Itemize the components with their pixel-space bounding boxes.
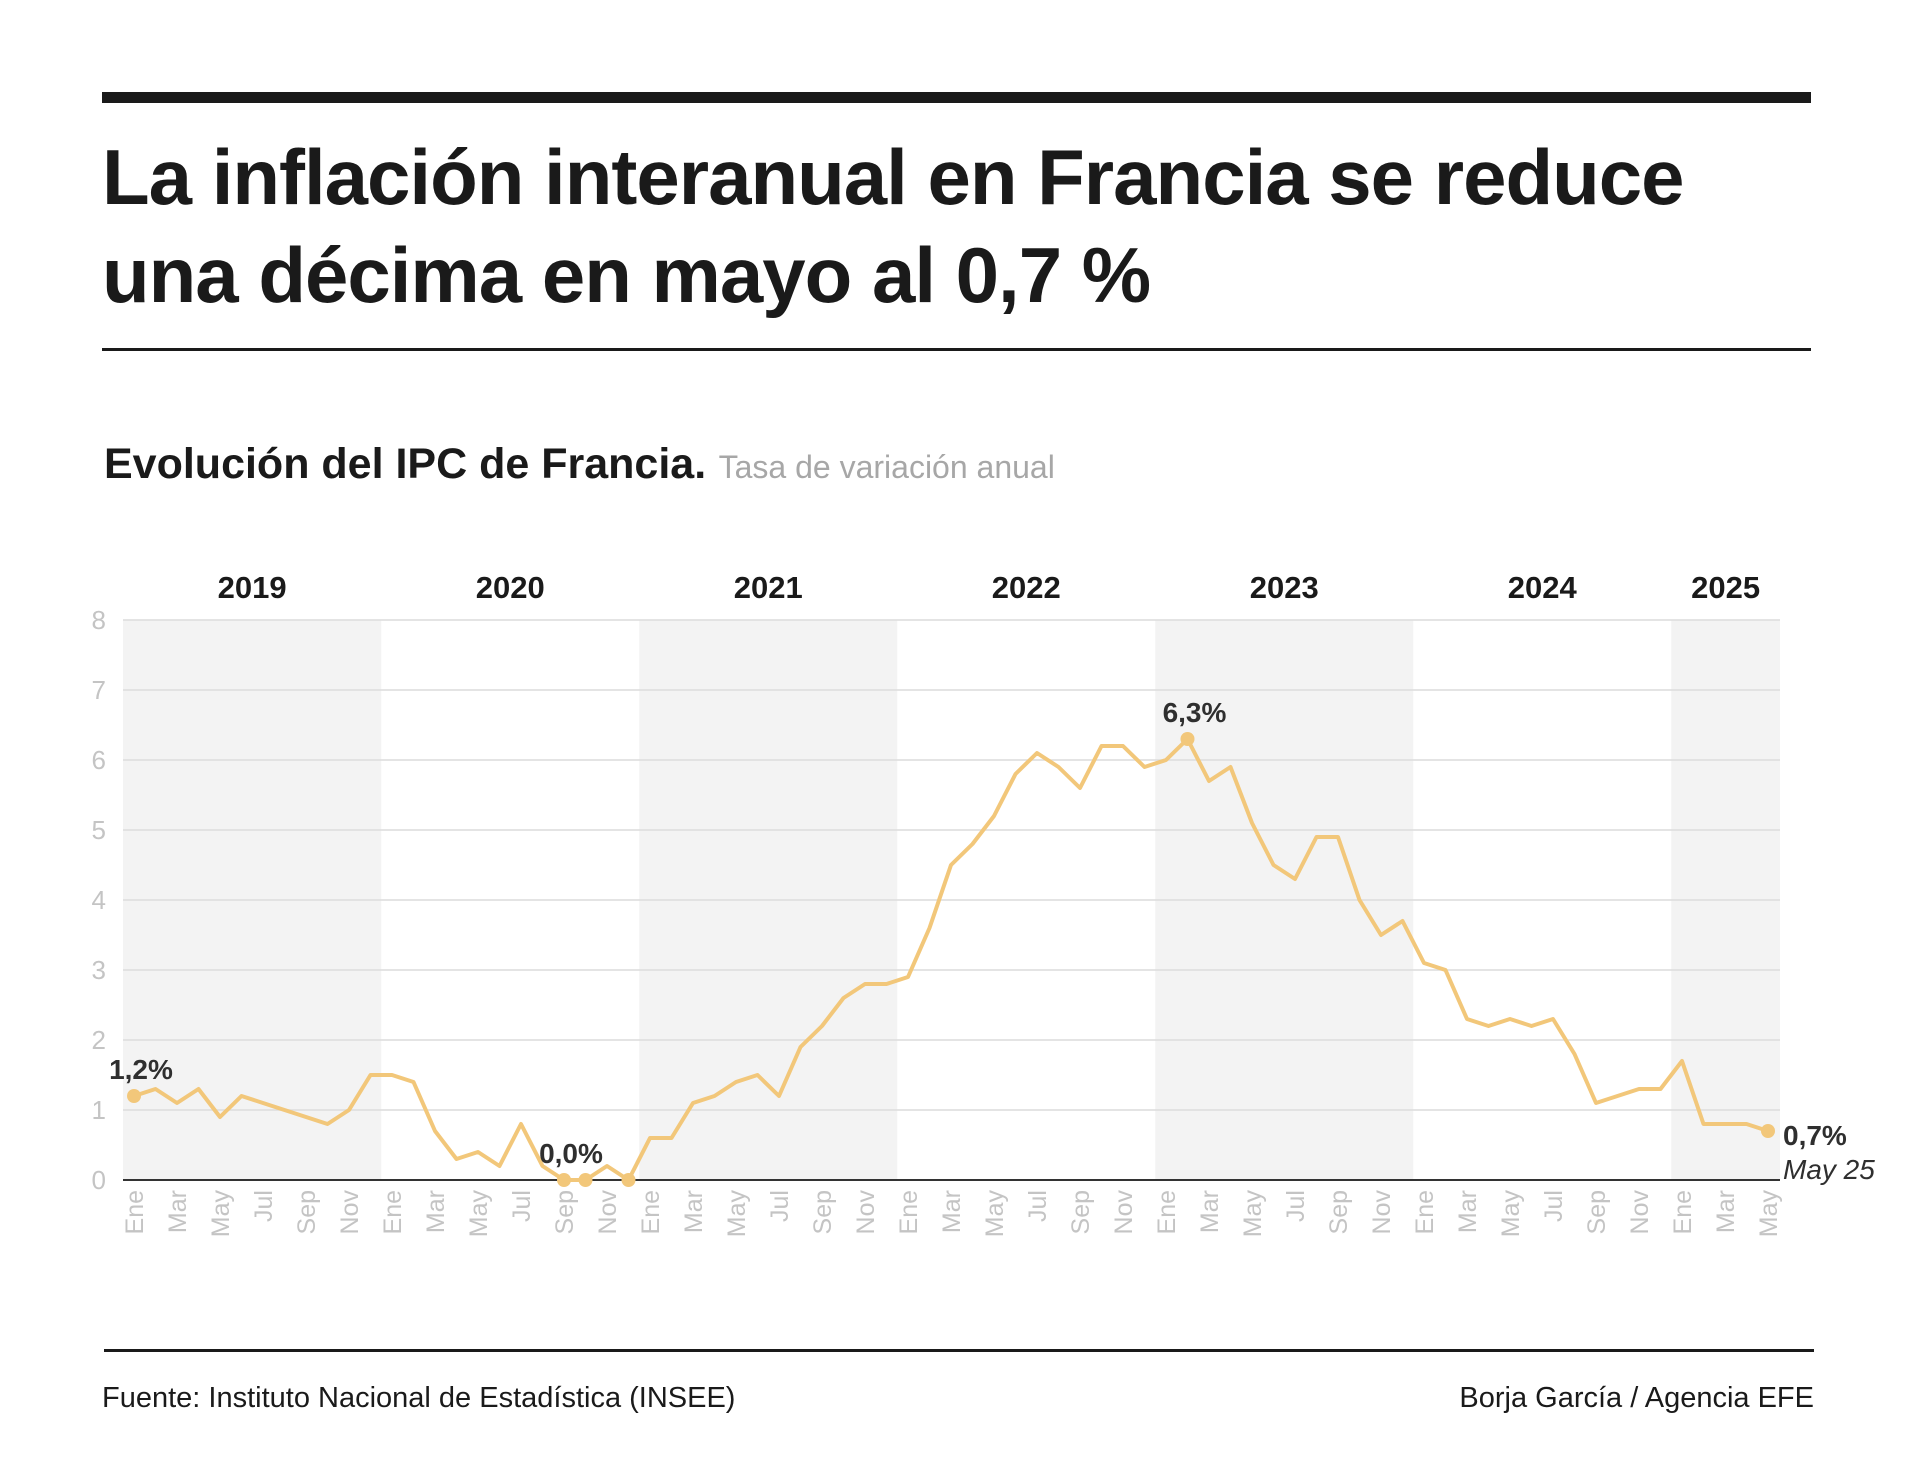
month-label: Nov	[1368, 1190, 1396, 1235]
y-tick-label: 5	[92, 815, 106, 845]
data-label: 1,2%	[109, 1054, 173, 1085]
month-label: Mar	[422, 1190, 450, 1233]
month-label: Mar	[680, 1190, 708, 1233]
y-tick-label: 4	[92, 885, 106, 915]
month-label: Sep	[551, 1190, 579, 1234]
data-label: 0,7%	[1783, 1120, 1847, 1151]
month-label: May	[1755, 1190, 1783, 1238]
y-tick-label: 3	[92, 955, 106, 985]
month-labels: Ene Mar May Jul Sep Nov Ene Mar May Jul Sep Nov Ene M…	[121, 1190, 1783, 1238]
top-rule	[102, 92, 1811, 103]
month-label: Sep	[1067, 1190, 1095, 1234]
data-point-marker	[1180, 732, 1195, 746]
year-label-2021: 2021	[734, 570, 803, 605]
data-sublabel: May 25	[1783, 1154, 1875, 1185]
month-label: Mar	[1712, 1190, 1740, 1233]
month-label: Sep	[809, 1190, 837, 1234]
data-point-marker	[578, 1173, 593, 1187]
data-point-marker	[557, 1173, 571, 1187]
year-label-2024: 2024	[1508, 570, 1578, 605]
month-label: May	[1497, 1190, 1525, 1238]
year-label-2023: 2023	[1250, 570, 1319, 605]
month-label: Jul	[1282, 1190, 1310, 1222]
month-label: May	[465, 1190, 493, 1238]
y-tick-label: 2	[92, 1025, 106, 1055]
data-point-marker	[127, 1089, 141, 1103]
month-label: Nov	[852, 1190, 880, 1235]
month-label: Mar	[1454, 1190, 1482, 1233]
y-axis-ticks: 0 1 2 3 4 5 6 7 8	[92, 605, 106, 1195]
month-label: Mar	[164, 1190, 192, 1233]
month-label: Nov	[1626, 1190, 1654, 1235]
page-title: La inflación interanual en Francia se re…	[102, 133, 1685, 319]
year-label-2020: 2020	[476, 570, 545, 605]
cpi-line-chart: 0 1 2 3 4 5 6 7 8 2019 2020 2021 2022 2023 2024 2025 E…	[92, 570, 1876, 1238]
month-label: Mar	[938, 1190, 966, 1233]
month-label: Ene	[1411, 1190, 1439, 1234]
y-tick-label: 7	[92, 675, 106, 705]
month-label: Mar	[1196, 1190, 1224, 1233]
month-label: Sep	[293, 1190, 321, 1234]
month-label: May	[1239, 1190, 1267, 1238]
month-label: Ene	[1669, 1190, 1697, 1234]
month-label: Jul	[766, 1190, 794, 1222]
credit-note: Borja García / Agencia EFE	[1459, 1382, 1814, 1414]
month-label: Nov	[336, 1190, 364, 1235]
month-label: Sep	[1583, 1190, 1611, 1234]
month-label: Jul	[508, 1190, 536, 1222]
month-label: Jul	[1540, 1190, 1568, 1222]
chart-title: Evolución del IPC de Francia.	[104, 440, 707, 488]
month-label: Ene	[637, 1190, 665, 1234]
month-label: Jul	[250, 1190, 278, 1222]
chart-subtitle: Evolución del IPC de Francia. Tasa de va…	[104, 440, 1055, 489]
month-label: Ene	[379, 1190, 407, 1234]
gridlines	[123, 619, 1780, 1111]
point-markers	[127, 732, 1775, 1187]
y-tick-label: 8	[92, 605, 106, 635]
data-label: 0,0%	[539, 1138, 603, 1169]
data-point-marker	[1761, 1124, 1775, 1138]
y-tick-label: 0	[92, 1165, 106, 1195]
year-label-2022: 2022	[992, 570, 1061, 605]
month-label: Jul	[1024, 1190, 1052, 1222]
y-tick-label: 6	[92, 745, 106, 775]
month-label: Ene	[1153, 1190, 1181, 1234]
source-note: Fuente: Instituto Nacional de Estadístic…	[102, 1382, 736, 1414]
chart-unit-label: Tasa de variación anual	[718, 449, 1055, 485]
month-label: May	[207, 1190, 235, 1238]
month-label: Sep	[1325, 1190, 1353, 1234]
data-label: 6,3%	[1163, 697, 1227, 728]
series-line-ipc	[133, 737, 1769, 1182]
data-point-marker	[621, 1173, 636, 1187]
month-label: May	[723, 1190, 751, 1238]
month-label: Nov	[594, 1190, 622, 1235]
data-annotations: 1,2% 0,0% 6,3% 0,7%May 25	[109, 697, 1875, 1185]
month-label: May	[981, 1190, 1009, 1238]
year-labels: 2019 2020 2021 2022 2023 2024 2025	[218, 570, 1760, 605]
month-label: Nov	[1110, 1190, 1138, 1235]
year-label-2025: 2025	[1691, 570, 1760, 605]
year-label-2019: 2019	[218, 570, 287, 605]
y-tick-label: 1	[92, 1095, 106, 1125]
month-label: Ene	[121, 1190, 149, 1234]
month-label: Ene	[895, 1190, 923, 1234]
title-divider	[102, 348, 1811, 351]
footer-divider	[104, 1349, 1814, 1352]
